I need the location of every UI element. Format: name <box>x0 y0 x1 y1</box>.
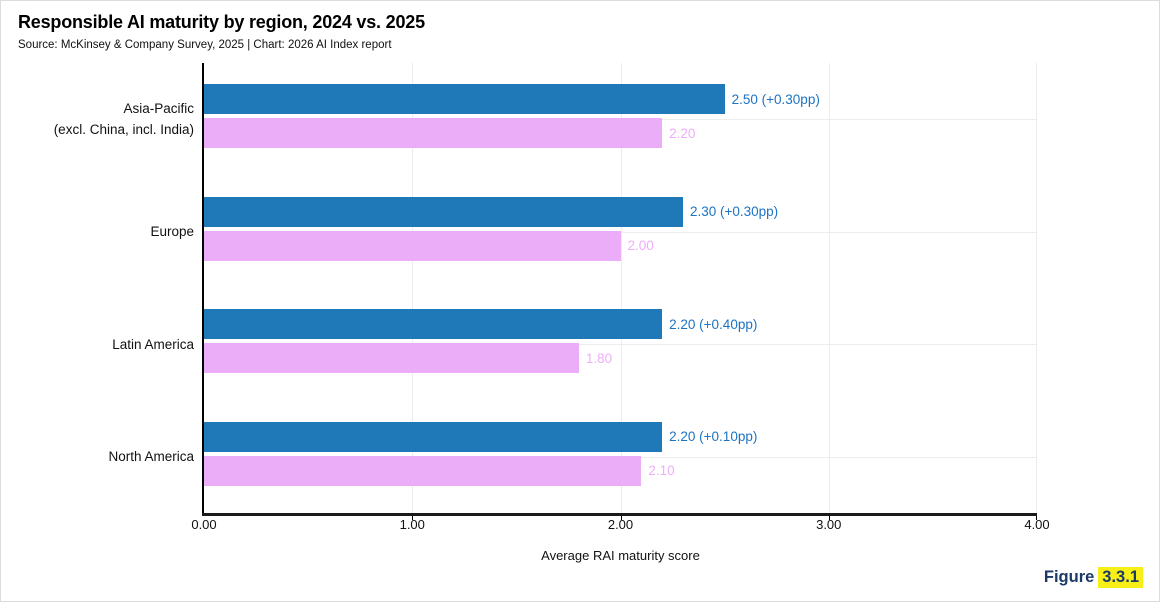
gridline-vertical <box>620 63 622 513</box>
bar-2025 <box>204 84 725 114</box>
x-axis-line <box>202 513 1037 516</box>
x-axis-tick <box>828 516 830 520</box>
bar-value-label-2025: 2.30 (+0.30pp) <box>689 204 779 219</box>
bar-2024 <box>204 230 621 261</box>
x-axis-tick <box>1036 516 1037 520</box>
gridline-vertical <box>412 63 414 513</box>
category-label: Europe <box>1 176 194 289</box>
x-tick-label: 3.00 <box>816 517 842 532</box>
bar-track-2024: 2.00 <box>204 230 1037 261</box>
bar-value-label-2024: 2.10 <box>648 463 675 478</box>
bar-value-label-2024: 2.00 <box>627 238 654 253</box>
category-label: Asia-Pacific (excl. China, incl. India) <box>1 63 194 176</box>
chart-row: Europe 2.30 (+0.30pp) 2.00 <box>150 176 1037 289</box>
chart-title: Responsible AI maturity by region, 2024 … <box>18 12 425 32</box>
gridline-horizontal <box>204 231 1037 233</box>
x-axis-tick <box>620 516 622 520</box>
bar-track-2025: 2.50 (+0.30pp) <box>204 84 1037 114</box>
x-tick-label: 1.00 <box>399 517 425 532</box>
bar-2024 <box>204 343 579 373</box>
category-label-line1: North America <box>108 449 194 465</box>
bar-2025 <box>204 421 663 452</box>
bar-2024 <box>204 455 642 486</box>
x-tick-label: 4.00 <box>1024 517 1050 532</box>
bar-2025 <box>204 196 683 227</box>
bar-2024 <box>204 118 663 148</box>
bar-track-2024: 1.80 <box>204 343 1037 373</box>
figure-label: Figure 3.3.1 <box>1043 567 1143 588</box>
bar-2025 <box>204 309 663 339</box>
x-tick-label: 2.00 <box>607 517 634 532</box>
category-label: North America <box>1 401 194 514</box>
plot-area: Asia-Pacific (excl. China, incl. India) … <box>54 63 1037 520</box>
bar-track-2024: 2.20 <box>204 118 1037 148</box>
bar-value-label-2024: 1.80 <box>585 350 613 366</box>
bar-value-label-2025: 2.50 (+0.30pp) <box>731 91 820 107</box>
bar-track-2025: 2.20 (+0.10pp) <box>204 421 1037 452</box>
figure-label-number: 3.3.1 <box>1098 567 1143 588</box>
chart-row: Latin America 2.20 (+0.40pp) 1.80 <box>112 288 1037 401</box>
bar-track-2024: 2.10 <box>204 455 1037 486</box>
category-label-line1: Europe <box>150 224 194 240</box>
gridline-vertical <box>1036 63 1037 513</box>
bar-value-label-2025: 2.20 (+0.40pp) <box>669 316 758 332</box>
category-label-line2: (excl. China, incl. India) <box>53 122 194 138</box>
y-axis-line <box>202 63 204 513</box>
gridline-horizontal <box>204 344 1037 345</box>
x-axis-title: Average RAI maturity score <box>541 548 700 563</box>
x-axis-tick <box>412 516 414 520</box>
x-tick-label: 0.00 <box>191 517 217 532</box>
bar-track-2025: 2.30 (+0.30pp) <box>204 196 1037 227</box>
category-label: Latin America <box>1 288 194 401</box>
gridline-vertical <box>828 63 830 513</box>
chart-row: Asia-Pacific (excl. China, incl. India) … <box>54 63 1037 176</box>
category-label-line1: Asia-Pacific <box>123 101 194 117</box>
figure-label-prefix: Figure <box>1043 568 1095 586</box>
bar-value-label-2025: 2.20 (+0.10pp) <box>669 429 758 444</box>
category-label-line1: Latin America <box>112 336 194 352</box>
chart-row: North America 2.20 (+0.10pp) 2.10 <box>108 401 1037 514</box>
chart-source-line: Source: McKinsey & Company Survey, 2025 … <box>18 39 392 51</box>
x-axis-tick-labels: 0.00 1.00 2.00 3.00 4.00 <box>191 517 1049 535</box>
bar-value-label-2024: 2.20 <box>669 125 696 141</box>
bar-track-2025: 2.20 (+0.40pp) <box>204 309 1037 339</box>
